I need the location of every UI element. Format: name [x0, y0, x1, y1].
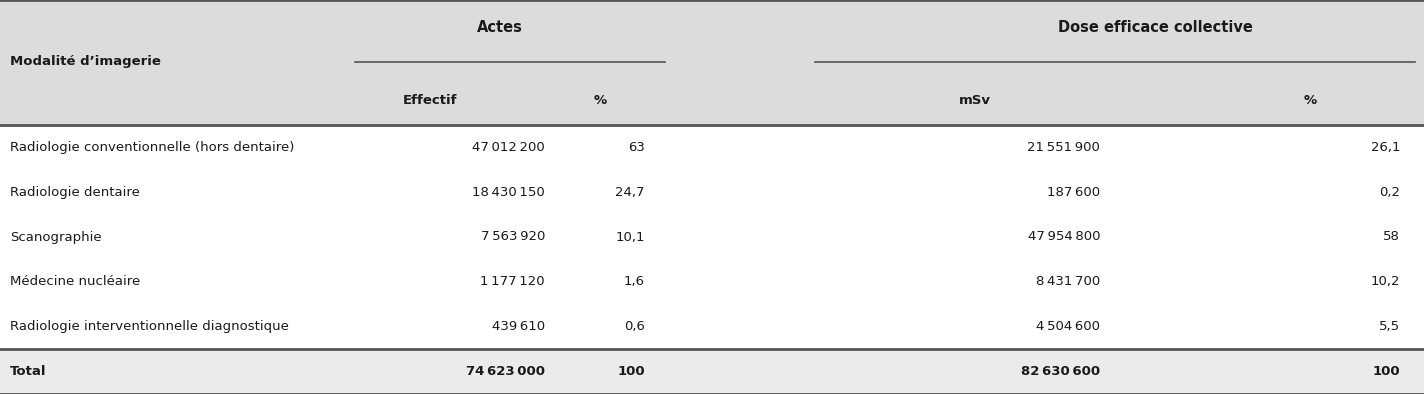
Text: 187 600: 187 600 — [1047, 186, 1099, 199]
Text: 100: 100 — [618, 365, 645, 378]
Text: 4 504 600: 4 504 600 — [1037, 320, 1099, 333]
Text: 100: 100 — [1373, 365, 1400, 378]
Text: Effectif: Effectif — [403, 93, 457, 106]
Text: 21 551 900: 21 551 900 — [1027, 141, 1099, 154]
Text: Dose efficace collective: Dose efficace collective — [1058, 20, 1253, 35]
Text: 47 012 200: 47 012 200 — [473, 141, 545, 154]
Text: %: % — [594, 93, 607, 106]
Text: 7 563 920: 7 563 920 — [481, 230, 545, 243]
Text: mSv: mSv — [958, 93, 991, 106]
Text: Radiologie interventionnelle diagnostique: Radiologie interventionnelle diagnostiqu… — [10, 320, 289, 333]
Text: 1,6: 1,6 — [624, 275, 645, 288]
Text: %: % — [1303, 93, 1317, 106]
Text: 8 431 700: 8 431 700 — [1035, 275, 1099, 288]
Bar — [0, 349, 1424, 394]
Text: 10,1: 10,1 — [615, 230, 645, 243]
Text: 439 610: 439 610 — [491, 320, 545, 333]
Bar — [0, 125, 1424, 349]
Text: 82 630 600: 82 630 600 — [1021, 365, 1099, 378]
Text: Actes: Actes — [477, 20, 523, 35]
Text: 10,2: 10,2 — [1370, 275, 1400, 288]
Text: 58: 58 — [1383, 230, 1400, 243]
Text: 26,1: 26,1 — [1370, 141, 1400, 154]
Text: 63: 63 — [628, 141, 645, 154]
Text: Scanographie: Scanographie — [10, 230, 101, 243]
Text: 1 177 120: 1 177 120 — [480, 275, 545, 288]
Text: Total: Total — [10, 365, 47, 378]
Text: Radiologie conventionnelle (hors dentaire): Radiologie conventionnelle (hors dentair… — [10, 141, 295, 154]
Text: Modalité d’imagerie: Modalité d’imagerie — [10, 56, 161, 69]
Text: Radiologie dentaire: Radiologie dentaire — [10, 186, 140, 199]
Text: Médecine nucléaire: Médecine nucléaire — [10, 275, 140, 288]
Text: 0,2: 0,2 — [1378, 186, 1400, 199]
Text: 24,7: 24,7 — [615, 186, 645, 199]
Text: 18 430 150: 18 430 150 — [473, 186, 545, 199]
Text: 47 954 800: 47 954 800 — [1028, 230, 1099, 243]
Text: 0,6: 0,6 — [624, 320, 645, 333]
Text: 74 623 000: 74 623 000 — [466, 365, 545, 378]
Text: 5,5: 5,5 — [1378, 320, 1400, 333]
Bar — [0, 0, 1424, 125]
